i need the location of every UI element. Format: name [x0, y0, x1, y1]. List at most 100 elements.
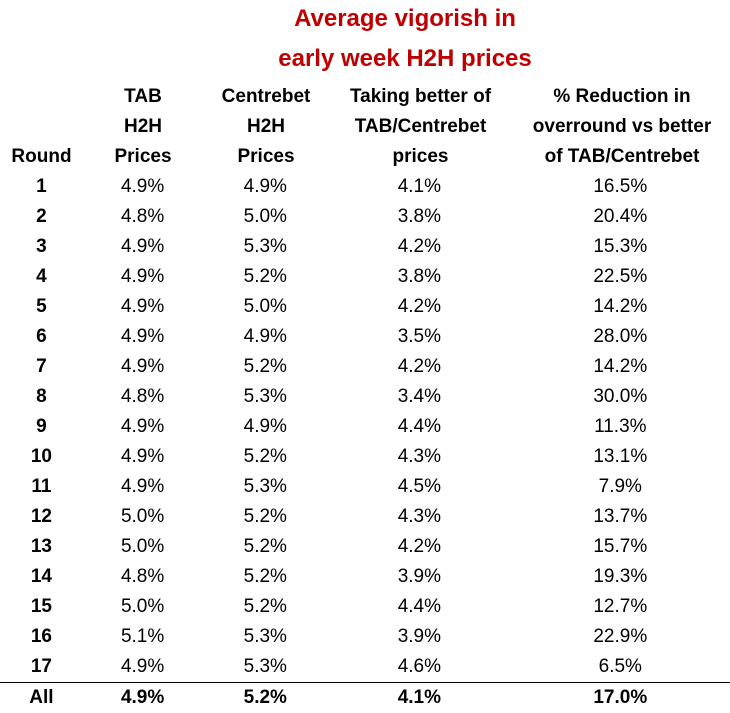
header-text: of TAB/Centrebet [544, 146, 700, 167]
column-header-round: Round [0, 142, 83, 172]
total-better-of-cell: 4.1% [328, 682, 511, 713]
total-centrebet-cell: 5.2% [202, 682, 329, 713]
header-text: Taking better of [349, 86, 492, 107]
table-row: 14 4.8% 5.2% 3.9% 19.3% [0, 562, 730, 592]
tab-cell: 5.0% [120, 596, 165, 617]
better-of-cell: 4.4% [397, 416, 442, 437]
reduction-cell: 11.3% [594, 416, 647, 437]
column-header-better-of: Taking better of TAB/Centrebet prices [329, 82, 512, 172]
better-of-cell: 4.3% [397, 446, 442, 467]
tab-cell: 4.9% [120, 416, 165, 437]
table-row: 3 4.9% 5.3% 4.2% 15.3% [0, 232, 730, 262]
better-of-cell: 3.5% [397, 326, 442, 347]
better-of-cell: 4.3% [397, 506, 442, 527]
reduction-cell: 13.7% [593, 506, 648, 527]
tab-cell: 5.0% [120, 506, 165, 527]
round-cell: 16 [30, 626, 52, 647]
column-header-tab: TAB H2H Prices [83, 82, 203, 172]
table-row: 4 4.9% 5.2% 3.8% 22.5% [0, 262, 730, 292]
reduction-cell: 19.3% [593, 566, 648, 587]
tab-cell: 4.9% [120, 446, 165, 467]
centrebet-cell: 5.2% [243, 566, 287, 587]
table-row: 5 4.9% 5.0% 4.2% 14.2% [0, 292, 730, 322]
reduction-cell: 15.3% [593, 236, 648, 257]
round-cell: 10 [30, 446, 52, 467]
header-text: H2H [123, 116, 162, 137]
better-of-cell: 4.2% [397, 296, 442, 317]
centrebet-cell: 5.2% [243, 266, 287, 287]
table-body: 1 4.9% 4.9% 4.1% 16.5% 2 4.8% 5.0% 3.8% 20.4% 3 4.9… [0, 172, 730, 713]
round-cell: 8 [36, 386, 47, 407]
tab-cell: 4.8% [120, 566, 165, 587]
better-of-cell: 3.9% [397, 566, 442, 587]
better-of-cell: 4.2% [397, 356, 442, 377]
table-row: 15 5.0% 5.2% 4.4% 12.7% [0, 592, 730, 622]
centrebet-cell: 4.9% [243, 176, 287, 197]
table-row: 7 4.9% 5.2% 4.2% 14.2% [0, 352, 730, 382]
centrebet-cell: 5.2% [243, 506, 287, 527]
centrebet-cell: 5.3% [243, 626, 287, 647]
better-of-cell: 4.5% [397, 476, 442, 497]
table-row: 16 5.1% 5.3% 3.9% 22.9% [0, 622, 730, 652]
round-cell: 14 [30, 566, 52, 587]
round-cell: 3 [36, 236, 47, 257]
reduction-cell: 14.2% [593, 356, 648, 377]
round-cell: 2 [36, 206, 47, 227]
centrebet-cell: 5.3% [243, 386, 287, 407]
header-text: Prices [237, 146, 295, 167]
better-of-cell: 4.2% [397, 536, 442, 557]
header-text: TAB/Centrebet [354, 116, 487, 137]
better-of-cell: 3.9% [397, 626, 442, 647]
vigorish-table: 1 4.9% 4.9% 4.1% 16.5% 2 4.8% 5.0% 3.8% 20.4% 3 4.9… [0, 172, 730, 713]
table-row: 10 4.9% 5.2% 4.3% 13.1% [0, 442, 730, 472]
tab-cell: 4.9% [120, 266, 165, 287]
better-of-cell: 4.4% [397, 596, 442, 617]
total-reduction-cell: 17.0% [510, 682, 730, 713]
table-row: 9 4.9% 4.9% 4.4% 11.3% [0, 412, 730, 442]
reduction-cell: 22.5% [593, 266, 648, 287]
round-cell: 5 [36, 296, 47, 317]
tab-cell: 5.0% [120, 536, 165, 557]
tab-cell: 4.9% [120, 476, 165, 497]
header-text: % Reduction in [553, 86, 691, 107]
better-of-cell: 3.8% [397, 266, 442, 287]
header-text: overround vs better [532, 116, 712, 137]
tab-cell: 4.8% [120, 386, 165, 407]
reduction-cell: 20.4% [593, 206, 648, 227]
better-of-cell: 4.6% [397, 656, 442, 677]
table-row: 17 4.9% 5.3% 4.6% 6.5% [0, 652, 730, 683]
table-row: 11 4.9% 5.3% 4.5% 7.9% [0, 472, 730, 502]
centrebet-cell: 4.9% [243, 416, 287, 437]
reduction-cell: 15.7% [593, 536, 648, 557]
reduction-cell: 30.0% [593, 386, 648, 407]
centrebet-cell: 5.2% [243, 356, 287, 377]
centrebet-cell: 5.0% [243, 206, 287, 227]
reduction-cell: 22.9% [593, 626, 648, 647]
header-text: Centrebet [221, 86, 311, 107]
better-of-cell: 4.2% [397, 236, 442, 257]
tab-cell: 4.9% [120, 356, 165, 377]
round-cell: 9 [36, 416, 47, 437]
header-text: TAB [124, 86, 162, 107]
tab-cell: 4.9% [120, 296, 165, 317]
chart-title-line-1: Average vigorish in [294, 5, 516, 32]
tab-cell: 4.8% [120, 206, 165, 227]
round-cell: 7 [36, 356, 47, 377]
total-round-cell: All [0, 682, 83, 713]
round-cell: 17 [30, 656, 52, 677]
tab-cell: 4.9% [120, 176, 165, 197]
reduction-cell: 12.7% [593, 596, 648, 617]
round-cell: 1 [36, 176, 47, 197]
header-text: H2H [246, 116, 285, 137]
total-row: All 4.9% 5.2% 4.1% 17.0% [0, 682, 730, 713]
tab-cell: 4.9% [120, 236, 165, 257]
table-row: 2 4.8% 5.0% 3.8% 20.4% [0, 202, 730, 232]
centrebet-cell: 4.9% [243, 326, 287, 347]
centrebet-cell: 5.3% [243, 656, 287, 677]
round-cell: 12 [30, 506, 52, 527]
column-header-reduction: % Reduction in overround vs better of TA… [512, 82, 730, 172]
table-row: 8 4.8% 5.3% 3.4% 30.0% [0, 382, 730, 412]
better-of-cell: 3.4% [397, 386, 442, 407]
centrebet-cell: 5.2% [243, 596, 287, 617]
tab-cell: 5.1% [120, 626, 165, 647]
